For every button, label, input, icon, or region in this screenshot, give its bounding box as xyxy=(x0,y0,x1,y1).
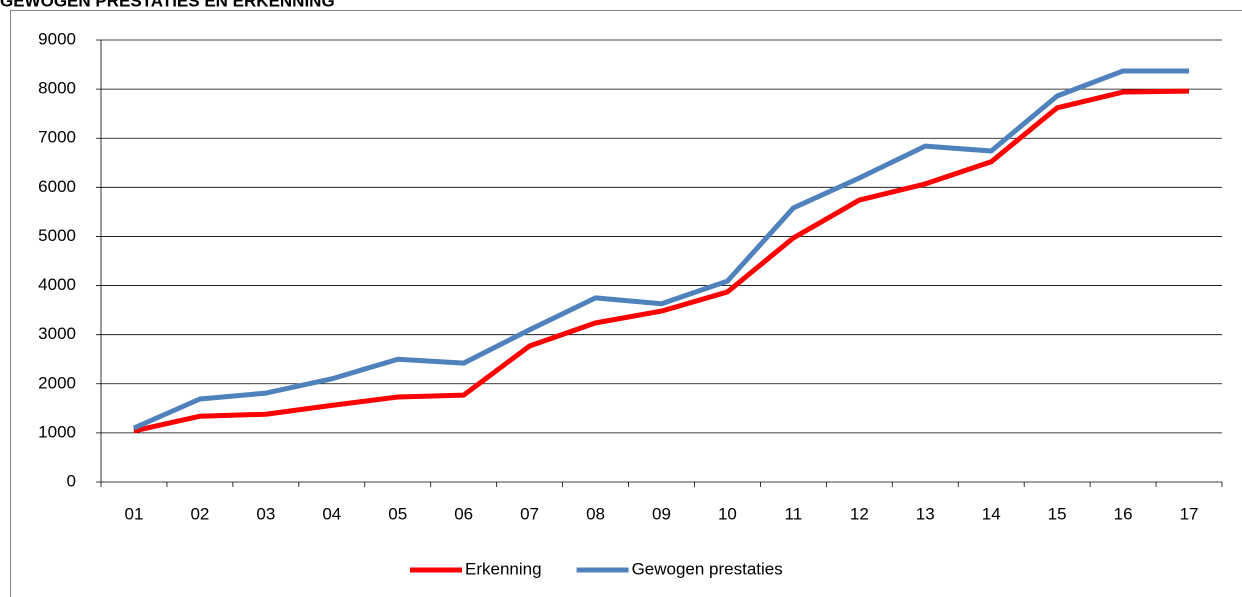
x-tick-label: 11 xyxy=(785,504,803,523)
x-tick-label: 12 xyxy=(850,504,869,523)
y-tick-label: 5000 xyxy=(38,226,76,245)
y-tick-label: 3000 xyxy=(38,324,76,343)
series-line xyxy=(133,88,1190,434)
x-tick-label: 14 xyxy=(982,504,1001,523)
y-tick-label: 8000 xyxy=(38,79,76,98)
y-tick-label: 6000 xyxy=(38,177,76,196)
chart-frame xyxy=(10,10,1242,597)
x-tick-label: 15 xyxy=(1048,504,1067,523)
x-tick-label: 07 xyxy=(520,504,539,523)
x-tick-label: 08 xyxy=(586,504,605,523)
x-tick-label: 03 xyxy=(256,504,275,523)
x-tick-label: 09 xyxy=(652,504,671,523)
x-tick-label: 17 xyxy=(1180,504,1199,523)
y-tick-label: 4000 xyxy=(38,275,76,294)
y-tick-label: 9000 xyxy=(38,29,76,48)
x-tick-label: 04 xyxy=(322,504,341,523)
y-tick-label: 1000 xyxy=(38,422,76,441)
x-tick-label: 16 xyxy=(1114,504,1133,523)
legend-label: Gewogen prestaties xyxy=(632,559,783,578)
x-tick-label: 02 xyxy=(190,504,209,523)
x-tick-label: 06 xyxy=(454,504,473,523)
series-line xyxy=(132,68,1190,431)
y-tick-label: 7000 xyxy=(38,128,76,147)
x-tick-label: 10 xyxy=(718,504,737,523)
y-tick-label: 2000 xyxy=(38,373,76,392)
x-tick-label: 05 xyxy=(388,504,407,523)
x-tick-label: 13 xyxy=(916,504,935,523)
y-tick-label: 0 xyxy=(67,471,76,490)
chart-title: GEWOGEN PRESTATIES EN ERKENNING xyxy=(0,0,335,10)
legend-label: Erkenning xyxy=(465,559,542,578)
x-tick-label: 01 xyxy=(125,504,144,523)
